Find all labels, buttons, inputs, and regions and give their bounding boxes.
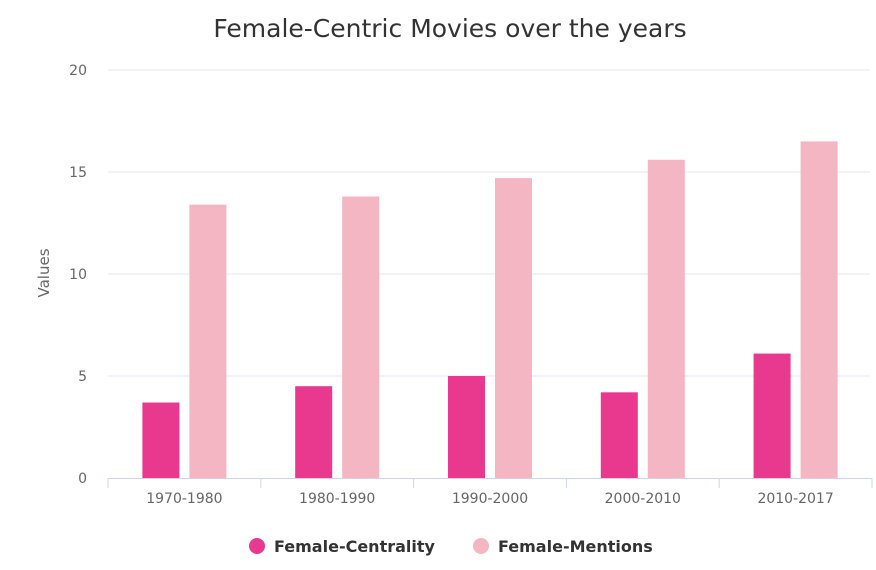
bar-female-centrality-1980-1990 xyxy=(295,386,333,478)
bar-female-centrality-2010-2017 xyxy=(753,353,791,478)
y-axis-ticks: 0 5 10 15 20 xyxy=(69,63,87,487)
bar-female-centrality-1990-2000 xyxy=(448,376,485,478)
legend-label-female-mentions: Female-Mentions xyxy=(498,537,653,556)
chart-title: Female-Centric Movies over the years xyxy=(213,14,686,43)
legend-label-female-centrality: Female-Centrality xyxy=(274,537,436,556)
x-tick-label: 1970-1980 xyxy=(146,491,222,507)
x-tick-label: 2010-2017 xyxy=(757,491,833,507)
y-tick-label: 0 xyxy=(78,471,87,487)
x-tick-label: 1990-2000 xyxy=(452,491,528,507)
y-tick-label: 15 xyxy=(69,165,87,181)
bar-female-mentions-2010-2017 xyxy=(800,141,838,478)
x-axis: 1970-1980 1980-1990 1990-2000 2000-2010 2010… xyxy=(107,478,873,507)
y-tick-label: 20 xyxy=(69,63,87,79)
bar-female-mentions-2000-2010 xyxy=(647,159,685,478)
y-tick-label: 10 xyxy=(69,267,87,283)
legend: Female-Centrality Female-Mentions xyxy=(249,537,653,556)
bar-female-mentions-1990-2000 xyxy=(495,178,532,478)
y-tick-label: 5 xyxy=(78,369,87,385)
bar-female-centrality-2000-2010 xyxy=(600,392,638,478)
bar-female-mentions-1980-1990 xyxy=(342,196,380,479)
bar-female-mentions-1970-1980 xyxy=(189,204,227,478)
bars xyxy=(142,141,838,479)
gridlines xyxy=(108,69,870,377)
y-axis-title: Values xyxy=(35,248,53,297)
x-tick-label: 1980-1990 xyxy=(299,491,375,507)
legend-marker-female-mentions xyxy=(473,538,489,554)
bar-female-centrality-1970-1980 xyxy=(142,402,180,478)
legend-marker-female-centrality xyxy=(249,538,265,554)
x-tick-label: 2000-2010 xyxy=(605,491,681,507)
